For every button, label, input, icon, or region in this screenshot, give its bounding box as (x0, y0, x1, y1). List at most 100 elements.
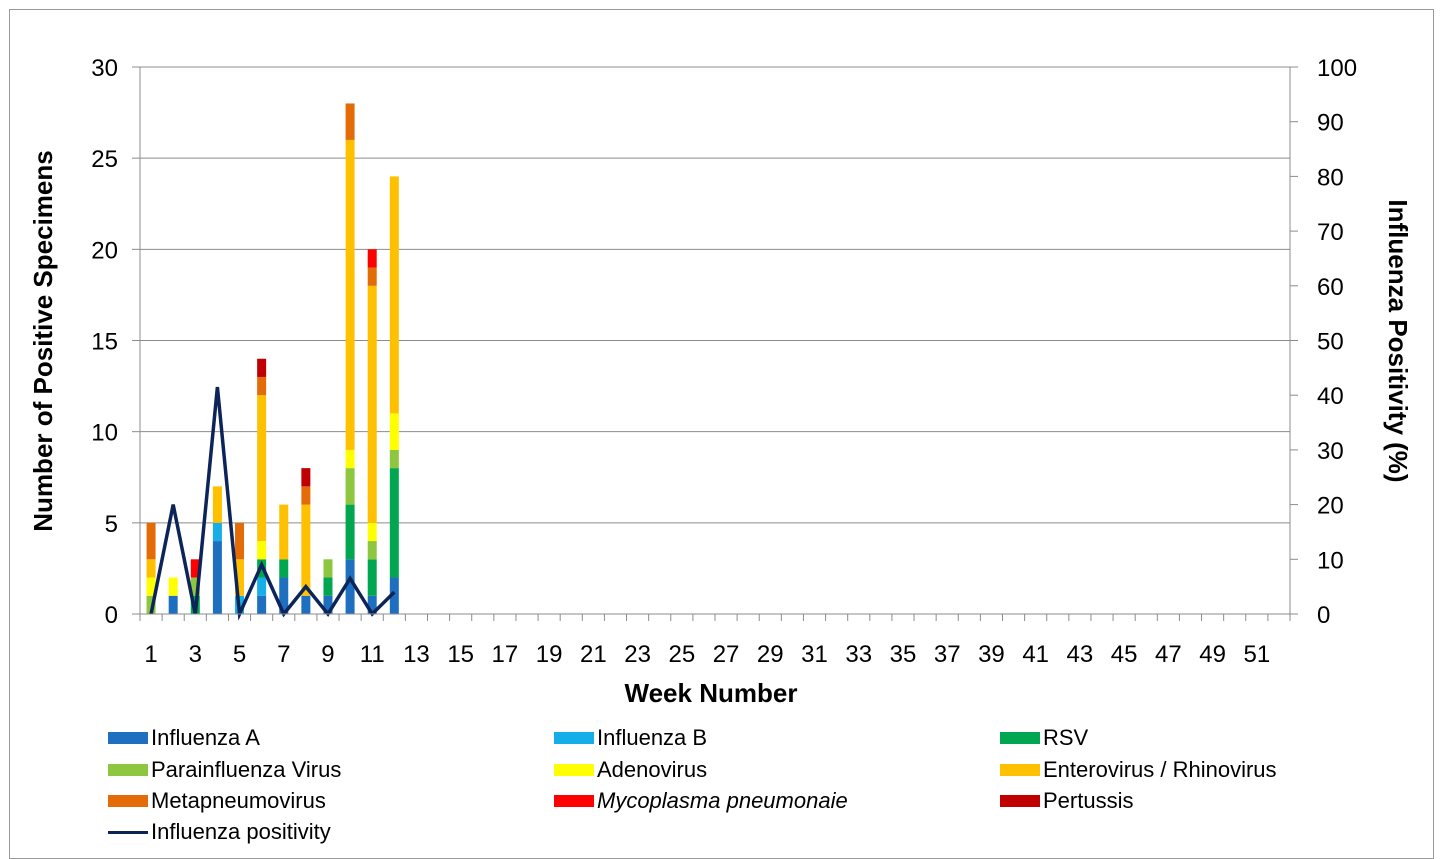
bar-segment (190, 559, 200, 578)
bar-segment (146, 595, 156, 614)
bar-segment (212, 486, 222, 523)
bar-segment (301, 468, 311, 487)
x-tick-label: 33 (845, 641, 872, 668)
right-tick-label: 80 (1317, 164, 1344, 191)
bar-segment (367, 285, 377, 523)
bar-segment (301, 486, 311, 505)
right-tick-label: 30 (1317, 438, 1344, 465)
right-tick-label: 10 (1317, 547, 1344, 574)
axes (132, 66, 1298, 621)
bar-segment (146, 522, 156, 560)
right-tick-label: 70 (1317, 219, 1344, 246)
bar-segment (212, 541, 222, 614)
left-tick-label: 15 (91, 329, 118, 356)
x-tick-label: 43 (1067, 641, 1094, 668)
x-tick-label: 17 (492, 641, 519, 668)
bar-segment (367, 541, 377, 560)
bar-segment (389, 468, 399, 578)
x-tick-label: 49 (1199, 641, 1226, 668)
x-tick-label: 51 (1243, 641, 1270, 668)
bar-segment (146, 577, 156, 596)
bar-segment (301, 595, 311, 614)
x-tick-label: 7 (277, 641, 290, 668)
x-tick-label: 15 (447, 641, 474, 668)
left-tick-label: 30 (91, 55, 118, 82)
bar-segment (279, 559, 289, 578)
x-tick-label: 3 (189, 641, 202, 668)
bar-segment (367, 267, 377, 286)
x-tick-label: 25 (668, 641, 695, 668)
bar-segment (235, 559, 245, 596)
bar-segment (168, 595, 178, 614)
bar-segment (345, 103, 355, 140)
x-tick-label: 19 (536, 641, 563, 668)
x-tick-label: 1 (144, 641, 157, 668)
x-tick-label: 31 (801, 641, 828, 668)
right-tick-label: 20 (1317, 493, 1344, 520)
bar-segment (367, 559, 377, 596)
left-tick-label: 20 (91, 237, 118, 264)
bar-segment (389, 577, 399, 614)
left-tick-label: 25 (91, 146, 118, 173)
x-tick-label: 45 (1111, 641, 1138, 668)
bar-segment (323, 595, 333, 614)
x-tick-label: 37 (934, 641, 961, 668)
bar-segment (168, 577, 178, 596)
y2-axis-title: Influenza Positivity (%) (1383, 199, 1413, 482)
right-tick-label: 90 (1317, 110, 1344, 137)
left-tick-label: 5 (105, 511, 118, 538)
bar-segment (367, 522, 377, 542)
bar-segment (212, 522, 222, 542)
x-tick-label: 35 (890, 641, 917, 668)
bar-segment (146, 559, 156, 578)
x-tick-label: 9 (321, 641, 334, 668)
bar-segment (367, 595, 377, 614)
bar-segment (235, 522, 245, 560)
bar-segment (257, 376, 267, 396)
bar-segment (257, 358, 267, 377)
x-tick-labels: 1 3 5 7 9 11 13 15 17 19 21 23 25 27 29 31 33 35 37 39 41 43 4… (144, 641, 1270, 668)
bar-segment (257, 395, 267, 542)
bar-segment (345, 139, 355, 450)
bar-segment (257, 541, 267, 560)
right-tick-label: 50 (1317, 329, 1344, 356)
bar-segment (190, 577, 200, 596)
left-tick-labels: 0 5 10 15 20 25 30 (91, 55, 118, 629)
positivity-line (149, 386, 396, 621)
bar-segment (257, 595, 267, 614)
bar-segment (389, 413, 399, 450)
bar-segment (345, 449, 355, 469)
right-tick-labels: 0 10 20 30 40 50 60 70 80 90 100 (1317, 55, 1357, 629)
stacked-bars (146, 103, 399, 614)
right-tick-label: 60 (1317, 274, 1344, 301)
x-tick-label: 39 (978, 641, 1005, 668)
x-axis-title: Week Number (625, 678, 798, 708)
x-tick-label: 13 (403, 641, 430, 668)
x-tick-label: 29 (757, 641, 784, 668)
right-tick-label: 100 (1317, 55, 1357, 82)
bar-segment (389, 176, 399, 414)
bar-segment (323, 559, 333, 578)
bar-segment (389, 449, 399, 469)
influenza-positivity-line (149, 386, 396, 621)
x-tick-label: 41 (1022, 641, 1049, 668)
right-tick-label: 40 (1317, 383, 1344, 410)
gridlines (140, 66, 1290, 524)
x-tick-label: 21 (580, 641, 607, 668)
bar-segment (301, 504, 311, 596)
bar-segment (323, 577, 333, 596)
x-tick-label: 47 (1155, 641, 1182, 668)
x-tick-label: 11 (360, 641, 385, 668)
y-axis-title: Number of Positive Specimens (28, 150, 58, 531)
right-tick-label: 0 (1317, 602, 1330, 629)
bar-segment (257, 577, 267, 596)
x-tick-label: 5 (233, 641, 246, 668)
bar-segment (345, 504, 355, 560)
bar-segment (367, 249, 377, 268)
left-tick-label: 0 (105, 602, 118, 629)
left-tick-label: 10 (91, 420, 118, 447)
x-tick-label: 27 (713, 641, 740, 668)
bar-segment (279, 504, 289, 560)
bar-segment (345, 559, 355, 614)
